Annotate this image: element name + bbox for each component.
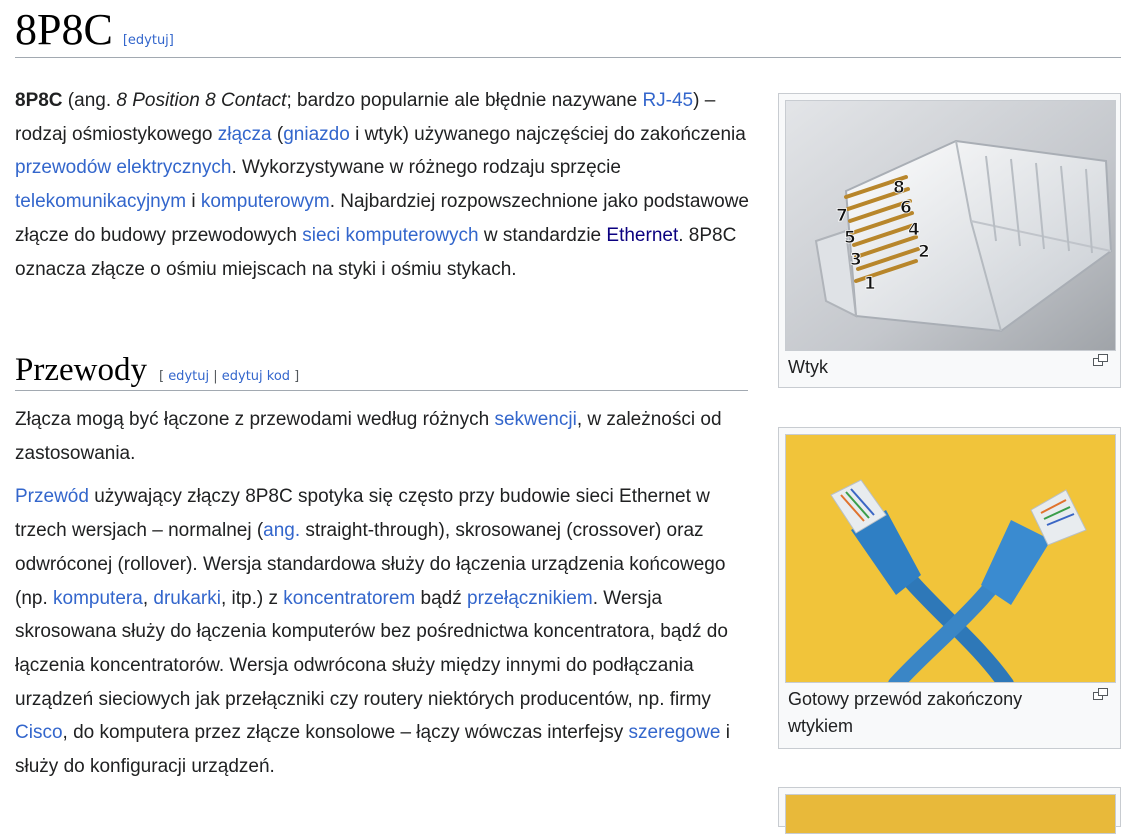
link-komputera[interactable]: komputera: [53, 587, 143, 609]
text: bądź: [415, 587, 468, 609]
bracket: [: [158, 369, 169, 384]
plug-image[interactable]: 1 2 3 4 5 6 7 8: [785, 100, 1116, 351]
intro-paragraph-wrap: 8P8C (ang. 8 Position 8 Contact; bardzo …: [15, 84, 755, 296]
magnify-icon[interactable]: [1093, 688, 1108, 700]
pin-label: 3: [850, 250, 862, 270]
text: , do komputera przez złącze konsolowe – …: [62, 722, 629, 744]
text: ) – rodzaj ośmiostykowego: [15, 90, 716, 145]
section-edit-links: [ edytuj | edytuj kod ]: [159, 369, 299, 384]
link-zlacza[interactable]: złącza: [217, 123, 272, 145]
cable-image[interactable]: [785, 434, 1116, 683]
link-gniazdo[interactable]: gniazdo: [283, 123, 350, 145]
plug-illustration: 1 2 3 4 5 6 7 8: [786, 101, 1115, 350]
thumbnail-caption: Gotowy przewód zakończony wtykiem: [788, 689, 1023, 736]
link-sekwencji[interactable]: sekwencji: [494, 409, 577, 430]
text: i wtyk) używanego najczęściej do zakończ…: [349, 123, 746, 145]
partial-image[interactable]: [785, 794, 1116, 834]
text: (ang.: [62, 90, 117, 111]
pin-label: 8: [893, 178, 905, 198]
link-rj45[interactable]: RJ-45: [642, 90, 694, 111]
thumbnail-partial: [778, 787, 1121, 834]
pin-label: 2: [918, 242, 930, 262]
link-przewodow-elektrycznych[interactable]: przewodów elektrycznych: [15, 157, 232, 179]
section-content: Złącza mogą być łączone z przewodami wed…: [15, 403, 750, 794]
text: ; bardzo popularnie ale błędnie nazywane: [286, 90, 643, 111]
title-edit-link[interactable]: [edytuj]: [122, 33, 174, 48]
section-edit-code-link[interactable]: edytuj kod: [221, 369, 291, 384]
pin-label: 6: [900, 198, 912, 218]
link-koncentratorem[interactable]: koncentratorem: [283, 587, 416, 609]
text: , w zależności od zastosowania.: [15, 409, 722, 464]
link-przelacznikiem[interactable]: przełącznikiem: [467, 587, 593, 609]
bracket: ]: [290, 369, 300, 384]
title-edit-link-wrap: [edytuj]: [123, 33, 174, 48]
text: w standardzie: [478, 224, 607, 246]
link-drukarki[interactable]: drukarki: [153, 587, 221, 609]
text: . Wykorzystywane w różnego rodzaju sprzę…: [231, 157, 621, 179]
english-term: 8 Position 8 Contact: [116, 90, 287, 111]
link-telekomunikacyjnym[interactable]: telekomunikacyjnym: [15, 191, 187, 213]
intro-term: 8P8C: [15, 90, 63, 111]
section-paragraph-1: Złącza mogą być łączone z przewodami wed…: [15, 403, 750, 470]
intro-paragraph: 8P8C (ang. 8 Position 8 Contact; bardzo …: [15, 84, 755, 286]
text: . 8P8C oznacza złącze o ośmiu miejscach …: [15, 224, 737, 280]
magnify-icon[interactable]: [1093, 354, 1108, 366]
page-title: 8P8C: [15, 5, 113, 54]
cable-illustration: [786, 435, 1115, 682]
section-edit-link[interactable]: edytuj: [168, 369, 210, 384]
section-title: Przewody: [15, 352, 147, 388]
link-ang[interactable]: ang.: [263, 520, 301, 542]
separator: |: [209, 369, 222, 384]
link-cisco[interactable]: Cisco: [15, 722, 63, 744]
pin-label: 5: [844, 228, 856, 248]
link-komputerowym[interactable]: komputerowym: [200, 191, 330, 213]
text: . Wersja skrosowana służy do łączenia ko…: [15, 587, 728, 710]
link-szeregowe[interactable]: szeregowe: [628, 722, 721, 744]
text: . Najbardziej rozpowszechnione jako pods…: [15, 191, 749, 246]
text: Złącza mogą być łączone z przewodami wed…: [15, 409, 495, 430]
thumbnail-caption: Wtyk: [788, 357, 828, 377]
page-title-bar: 8P8C [edytuj]: [15, 2, 1121, 58]
text: używający złączy 8P8C spotyka się często…: [15, 486, 710, 542]
link-przewod[interactable]: Przewód: [15, 486, 89, 508]
link-ethernet[interactable]: Ethernet: [606, 224, 679, 246]
pin-label: 7: [836, 206, 848, 226]
text: straight-through), skrosowanej (crossove…: [15, 520, 726, 609]
thumbnail-cable: Gotowy przewód zakończony wtykiem: [778, 427, 1121, 749]
pin-label: 1: [864, 274, 876, 294]
section-paragraph-2: Przewód używający złączy 8P8C spotyka si…: [15, 480, 750, 783]
text: , itp.) z: [220, 587, 284, 609]
pin-label: 4: [908, 220, 920, 240]
text: ,: [142, 587, 154, 609]
text: (: [271, 123, 284, 145]
text: i: [186, 191, 201, 213]
text: i służy do konfiguracji urządzeń.: [15, 722, 730, 778]
link-sieci-komputerowych[interactable]: sieci komputerowych: [302, 224, 479, 246]
thumbnail-plug: 1 2 3 4 5 6 7 8 Wtyk: [778, 93, 1121, 388]
section-heading-przewody: Przewody [ edytuj | edytuj kod ]: [15, 350, 748, 391]
